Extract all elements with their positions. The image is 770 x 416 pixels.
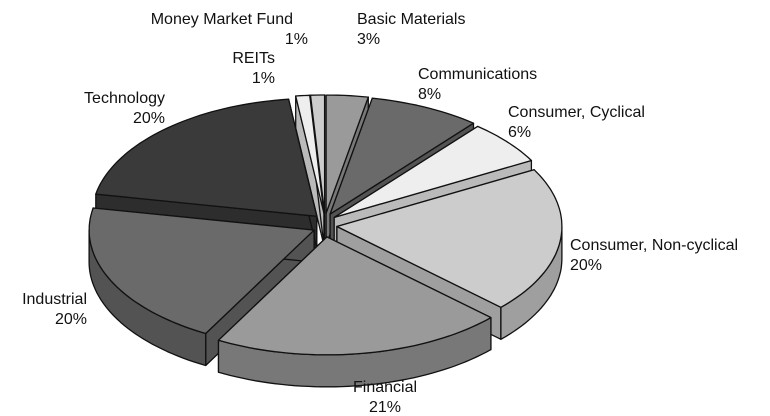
slice-label: Consumer, Cyclical (508, 104, 645, 121)
slice-label: Consumer, Non-cyclical (570, 237, 738, 254)
slice-value-label: 20% (55, 311, 87, 328)
slice-value-label: 1% (252, 70, 275, 87)
slice-value-label: 20% (570, 257, 602, 274)
slice-label: Communications (418, 66, 537, 83)
slice (309, 94, 326, 214)
slice-label: Money Market Fund (151, 11, 293, 28)
slice-value-label: 1% (285, 31, 308, 48)
slice-label: Financial (353, 379, 417, 396)
slice (95, 98, 318, 217)
slice-value-label: 20% (133, 110, 165, 127)
slice-label: Industrial (22, 291, 87, 308)
slice-value-label: 21% (369, 399, 401, 416)
slice (329, 97, 475, 215)
slice-value-label: 6% (508, 124, 531, 141)
slice (88, 207, 315, 335)
slice (217, 236, 492, 356)
slice (325, 94, 369, 214)
slice (333, 125, 533, 219)
slice (336, 169, 563, 308)
slice-label: Technology (84, 90, 165, 107)
slice (295, 94, 325, 214)
slice-value-label: 8% (418, 86, 441, 103)
slice-value-label: 3% (357, 31, 380, 48)
slice-label: REITs (232, 50, 275, 67)
slice-label: Basic Materials (357, 11, 465, 28)
